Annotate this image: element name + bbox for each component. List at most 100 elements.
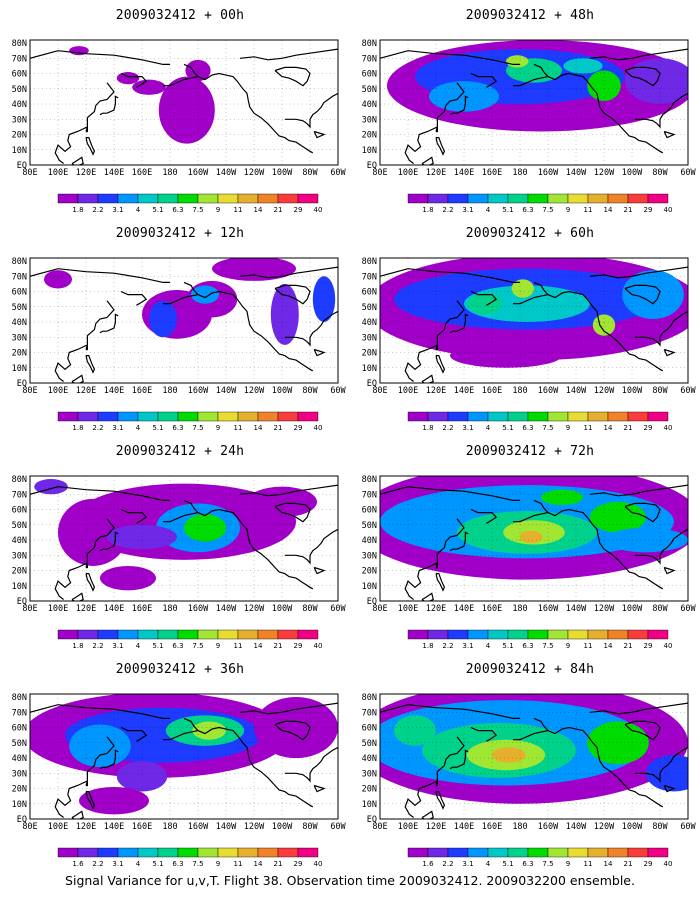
colorbar-label: 3.1	[462, 424, 473, 432]
colorbar-swatch	[277, 629, 299, 640]
colorbar-label: 2.2	[442, 424, 453, 432]
colorbar-label: 1.8	[72, 206, 83, 214]
x-tick-label: 120E	[426, 168, 446, 178]
colorbar-label: 3.1	[462, 206, 473, 214]
y-tick-label: 70N	[12, 708, 27, 718]
variance-contour	[44, 270, 72, 289]
colorbar-swatch	[237, 411, 259, 422]
coastline	[470, 290, 498, 306]
coastline	[120, 290, 148, 306]
colorbar-swatch	[427, 847, 449, 858]
colorbar-swatch	[407, 411, 429, 422]
colorbar-label: 21	[624, 424, 633, 432]
x-tick-label: 80E	[22, 168, 37, 178]
plot-frame	[29, 693, 339, 820]
colorbar-swatch	[117, 847, 139, 858]
colorbar-swatch	[117, 193, 139, 204]
y-tick-label: 10N	[12, 800, 27, 810]
x-tick-label: 160E	[482, 386, 502, 396]
x-tick-label: 120E	[76, 168, 96, 178]
x-tick-label: 80E	[372, 386, 387, 396]
colorbar-swatch	[117, 629, 139, 640]
colorbar-swatch	[407, 629, 429, 640]
x-tick-label: 60W	[680, 386, 696, 396]
x-tick-label: 80E	[22, 822, 37, 832]
colorbar-label: 6.3	[522, 642, 533, 650]
coastline	[284, 746, 338, 783]
map-plot: EQ 10N 20N 30N 40N 50N 60N 70N 80N 80E 100E 120E 140…	[12, 257, 347, 432]
colorbar-swatch	[297, 629, 319, 640]
x-tick-label: 160W	[538, 604, 559, 614]
colorbar-swatch	[97, 847, 119, 858]
colorbar-label: 5.1	[502, 424, 513, 432]
colorbar-swatch	[467, 629, 489, 640]
y-tick-label: 80N	[362, 693, 377, 703]
colorbar-label: 6.3	[522, 860, 533, 868]
y-tick-label: 50N	[362, 85, 377, 95]
x-tick-label: 180	[162, 604, 177, 614]
colorbar-label: 11	[584, 206, 593, 214]
y-tick-label: 40N	[362, 100, 377, 110]
colorbar-label: 5.1	[152, 860, 163, 868]
colorbar-label: 2.2	[442, 642, 453, 650]
coastline	[421, 374, 434, 383]
coastline	[120, 72, 148, 88]
x-tick-label: 60W	[680, 168, 696, 178]
colorbar-label: 4	[136, 642, 141, 650]
colorbar-label: 29	[644, 206, 653, 214]
x-tick-label: 60W	[330, 168, 346, 178]
colorbar-label: 21	[274, 642, 283, 650]
colorbar-swatch	[647, 411, 669, 422]
x-tick-label: 80E	[372, 168, 387, 178]
coastline	[284, 310, 338, 347]
coastline	[421, 810, 434, 819]
colorbar-label: 7.5	[192, 642, 203, 650]
coastline	[435, 573, 446, 592]
y-tick-label: 30N	[362, 551, 377, 561]
colorbar-label: 3.1	[112, 424, 123, 432]
colorbar-swatch	[567, 629, 589, 640]
x-tick-label: 160E	[132, 386, 152, 396]
colorbar-swatch	[627, 193, 649, 204]
coastline	[163, 512, 199, 523]
y-tick-label: EQ	[17, 161, 27, 171]
colorbar-label: 29	[294, 424, 303, 432]
x-tick-label: 120W	[594, 168, 615, 178]
x-tick-label: 100W	[622, 168, 643, 178]
colorbar-label: 1.8	[422, 642, 433, 650]
colorbar-swatch	[197, 193, 219, 204]
colorbar-swatch	[237, 629, 259, 640]
x-tick-label: 160E	[132, 604, 152, 614]
plot-frame	[379, 257, 689, 384]
plot-frame	[379, 475, 689, 602]
colorbar-label: 11	[584, 642, 593, 650]
colorbar-swatch	[527, 411, 549, 422]
variance-contour	[520, 530, 543, 544]
colorbar-swatch	[467, 411, 489, 422]
colorbar-label: 6.3	[172, 206, 183, 214]
colorbar-swatch	[567, 193, 589, 204]
colorbar-swatch	[197, 629, 219, 640]
variance-contour	[541, 489, 583, 505]
colorbar-swatch	[507, 847, 529, 858]
variance-contour	[116, 72, 140, 85]
panel-title: 2009032412 + 24h	[115, 444, 245, 459]
colorbar-label: 7.5	[192, 206, 203, 214]
coastline	[435, 780, 438, 787]
y-tick-label: 50N	[12, 85, 27, 95]
y-tick-label: 40N	[362, 536, 377, 546]
map-plot: EQ 10N 20N 30N 40N 50N 60N 70N 80N 80E 100E 120E 140…	[362, 39, 697, 214]
x-tick-label: 120W	[244, 386, 265, 396]
y-tick-label: 50N	[362, 739, 377, 749]
colorbar-label: 9	[566, 206, 570, 214]
y-tick-label: 30N	[362, 333, 377, 343]
colorbar-label: 4	[486, 860, 491, 868]
y-tick-label: EQ	[367, 815, 377, 825]
coastline	[513, 512, 549, 523]
colorbar-swatch	[77, 629, 99, 640]
x-tick-label: 160E	[132, 168, 152, 178]
colorbar-swatch	[237, 193, 259, 204]
colorbar-swatch	[277, 411, 299, 422]
colorbar-swatch	[217, 847, 239, 858]
x-tick-label: 140E	[104, 822, 124, 832]
